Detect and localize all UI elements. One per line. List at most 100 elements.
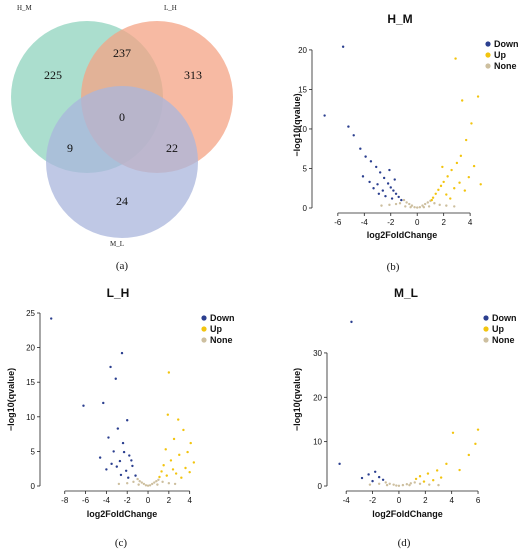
point-down: [373, 470, 377, 474]
venn-count-all: 0: [119, 110, 125, 124]
legend-label-none: None: [210, 335, 233, 345]
y-tick-label: 0: [318, 482, 323, 491]
y-tick-label: 20: [26, 344, 35, 353]
point-down: [120, 351, 124, 355]
point-none: [404, 205, 407, 208]
point-none: [427, 205, 431, 208]
point-up: [414, 477, 418, 481]
legend-marker-down: [483, 315, 489, 321]
point-up: [186, 450, 189, 454]
point-up: [464, 138, 468, 142]
point-up: [472, 164, 476, 168]
point-none: [144, 484, 148, 487]
point-none: [428, 483, 431, 486]
point-down: [367, 473, 370, 476]
point-none: [142, 482, 146, 486]
point-down: [371, 479, 374, 483]
point-down: [128, 454, 131, 457]
plot-title: H_M: [387, 12, 412, 26]
point-up: [454, 57, 457, 60]
point-down: [110, 462, 113, 466]
point-none: [395, 484, 398, 487]
x-tick-label: -6: [82, 496, 90, 505]
point-down: [119, 473, 123, 477]
venn-set-label-l-h: L_H: [164, 4, 177, 12]
point-up: [476, 428, 480, 431]
point-down: [392, 189, 395, 192]
point-none: [173, 482, 177, 486]
point-down: [378, 171, 382, 174]
point-none: [398, 202, 402, 205]
point-up: [434, 192, 437, 195]
point-up: [166, 413, 170, 416]
y-tick-label: 30: [313, 349, 322, 358]
point-up: [180, 476, 183, 479]
point-none: [388, 482, 391, 485]
y-tick-label: 10: [298, 125, 307, 134]
point-down: [126, 419, 129, 422]
point-none: [402, 198, 406, 202]
x-tick-label: 4: [187, 496, 192, 505]
point-down: [393, 178, 396, 181]
venn-count-l-m: 22: [166, 141, 178, 155]
point-down: [122, 450, 126, 454]
point-none: [385, 483, 389, 487]
point-up: [449, 197, 452, 200]
point-up: [184, 466, 187, 470]
legend-marker-none: [201, 337, 207, 343]
x-tick-label: 6: [476, 496, 481, 505]
x-tick-label: -6: [334, 218, 342, 227]
venn-count-h-only: 225: [44, 68, 62, 82]
point-down: [388, 168, 391, 172]
point-down: [400, 198, 403, 202]
point-down: [82, 404, 85, 407]
legend-marker-up: [483, 326, 489, 332]
point-none: [384, 481, 387, 484]
point-up: [160, 470, 163, 473]
legend-label-none: None: [492, 335, 515, 345]
y-tick-label: 5: [31, 447, 36, 456]
volcano-plot-h-m: H_M -6 -4 -2 0 2 4 0 5 10 15 20 log2FoldChange −log10…: [292, 12, 519, 240]
point-up: [455, 161, 459, 165]
point-none: [433, 202, 436, 205]
point-none: [157, 478, 160, 481]
point-down: [381, 478, 385, 481]
point-none: [368, 483, 372, 486]
point-none: [392, 483, 395, 486]
volcano-plot-l-h: L_H -8 -6 -4 -2 0 2 4 0 5 10 15 20 25 log2FoldChange −l…: [6, 286, 235, 519]
point-up: [431, 196, 435, 199]
point-down: [102, 401, 105, 405]
point-down: [115, 465, 118, 468]
point-none: [401, 483, 405, 487]
point-none: [422, 206, 426, 209]
point-none: [117, 482, 121, 486]
point-down: [130, 459, 133, 462]
panel-label-c: (c): [115, 537, 128, 549]
x-tick-label: -2: [369, 496, 377, 505]
point-up: [453, 187, 456, 190]
point-none: [410, 204, 414, 207]
point-down: [377, 475, 381, 479]
point-none: [408, 202, 411, 206]
point-up: [189, 441, 192, 445]
x-tick-label: -2: [124, 496, 132, 505]
point-up: [437, 188, 440, 192]
point-up: [474, 442, 477, 446]
x-tick-label: -2: [387, 218, 395, 227]
point-none: [161, 480, 164, 484]
point-up: [430, 198, 433, 202]
legend-marker-up: [485, 52, 491, 58]
legend-label-down: Down: [210, 313, 235, 323]
point-up: [441, 165, 444, 169]
point-none: [146, 484, 150, 487]
point-up: [450, 168, 453, 172]
y-axis-label: −log10(qvalue): [292, 368, 302, 431]
legend-label-up: Up: [494, 50, 506, 60]
panel-label-a: (a): [116, 260, 129, 272]
panel-label-b: (b): [387, 261, 400, 273]
point-down: [121, 441, 125, 445]
point-none: [137, 483, 140, 486]
point-none: [150, 482, 154, 486]
point-down: [338, 462, 341, 466]
